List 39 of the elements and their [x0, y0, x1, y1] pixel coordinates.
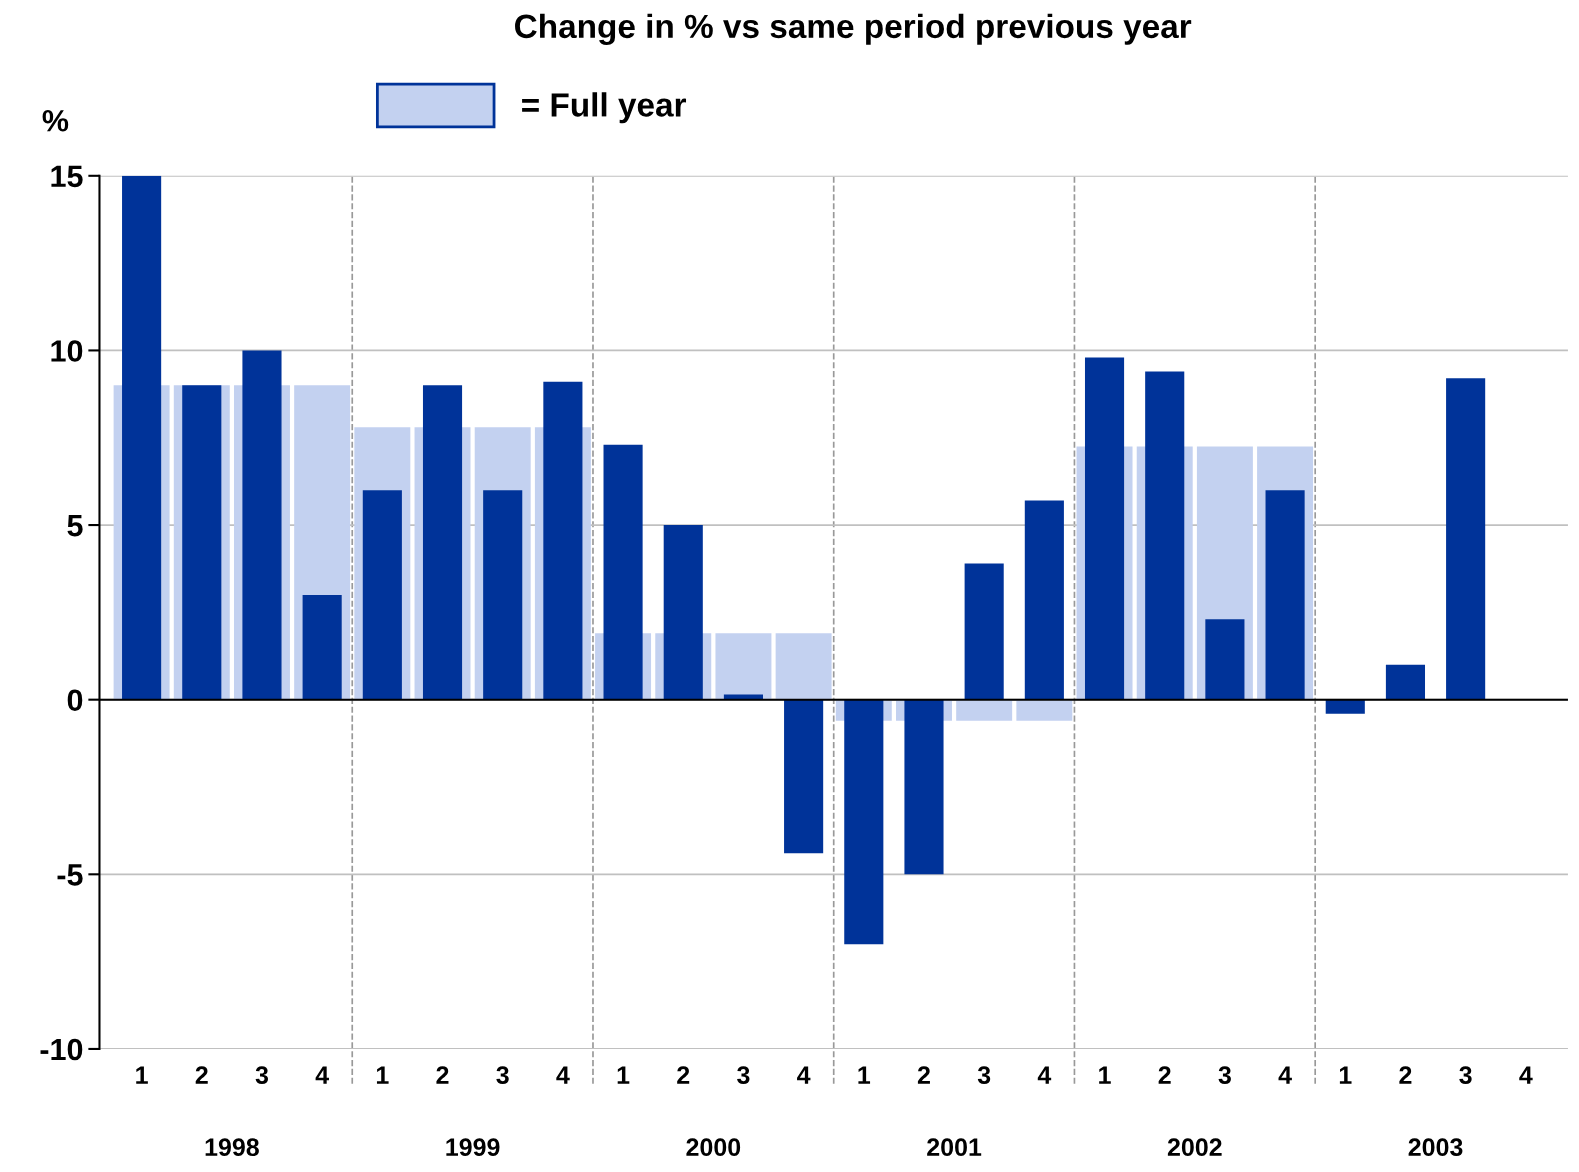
x-tick-label: 1 — [136, 1066, 148, 1084]
x-tick-label: 3 — [496, 1066, 509, 1085]
x-tick-label: 3 — [977, 1066, 991, 1085]
x-tick-label: 3 — [1218, 1066, 1231, 1085]
y-tick-label: 0 — [67, 689, 83, 712]
x-tick-label: 1 — [1099, 1066, 1111, 1084]
text: 2002 — [1167, 1138, 1222, 1157]
y-tick-label: 15 — [51, 165, 83, 188]
x-tick-label: 2 — [677, 1066, 690, 1084]
x-tick-label: 4 — [315, 1066, 329, 1084]
y-tick-label: -10 — [40, 1038, 83, 1061]
x-tick-label: 4 — [1278, 1066, 1292, 1084]
x-tick-label: 1 — [858, 1066, 871, 1084]
chart-title: Change in % vs same period previous year — [515, 13, 1192, 45]
x-tick-label: 2 — [917, 1066, 930, 1084]
y-tick-label: 5 — [67, 515, 83, 537]
x-tick-label: 3 — [1459, 1066, 1472, 1085]
legend-label: = Full year — [522, 92, 687, 124]
x-tick-label: 2 — [1158, 1066, 1171, 1084]
x-tick-label: 2 — [436, 1066, 449, 1084]
y-tick-label: -5 — [57, 864, 83, 886]
x-tick-label: 2 — [195, 1066, 208, 1084]
x-tick-label: 3 — [737, 1066, 750, 1085]
x-tick-label: 1 — [376, 1066, 389, 1084]
x-tick-label: 3 — [255, 1066, 269, 1085]
x-tick-label: 4 — [1037, 1066, 1052, 1084]
y-axis-title: % — [42, 110, 69, 132]
y-tick-label: 10 — [51, 340, 83, 362]
x-tick-label: 1 — [617, 1066, 630, 1084]
x-tick-label: 4 — [556, 1066, 570, 1084]
text: 2003 — [1408, 1138, 1463, 1157]
text: 2000 — [686, 1138, 741, 1157]
text: 1999 — [446, 1138, 500, 1157]
x-tick-label: 2 — [1399, 1066, 1412, 1084]
x-tick-label: 4 — [1519, 1066, 1533, 1084]
text: 2001 — [927, 1138, 982, 1157]
x-tick-label: 4 — [797, 1066, 811, 1084]
text: 1998 — [205, 1138, 259, 1157]
x-tick-label: 1 — [1339, 1066, 1352, 1084]
